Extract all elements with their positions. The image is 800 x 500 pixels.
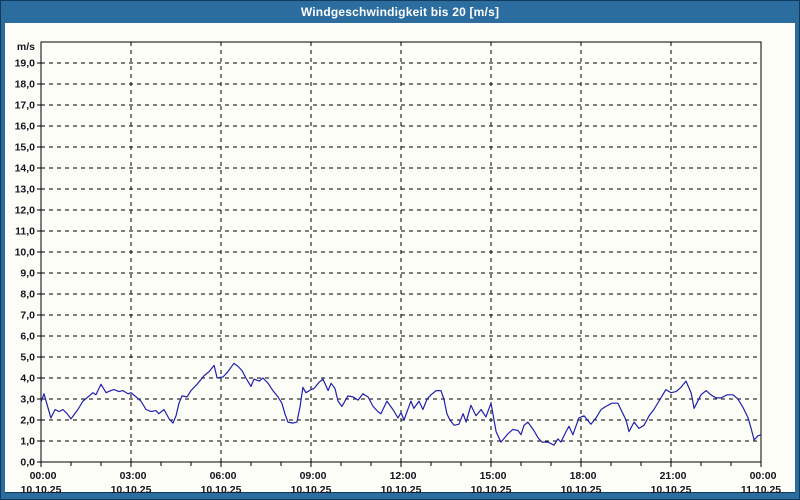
x-axis-date-label: 10.10.25 — [381, 484, 422, 496]
x-axis-date-label: 10.10.25 — [471, 484, 512, 496]
y-axis-tick-label: 15,0 — [15, 142, 36, 154]
x-axis-date-label: 10.10.25 — [651, 484, 692, 496]
x-axis-time-label: 00:00 — [30, 470, 57, 482]
x-axis-time-label: 03:00 — [120, 470, 147, 482]
chart-title: Windgeschwindigkeit bis 20 [m/s] — [300, 5, 500, 19]
y-axis-unit-label: m/s — [17, 41, 35, 53]
x-axis-date-label: 10.10.25 — [291, 484, 332, 496]
x-axis-time-label: 18:00 — [570, 470, 597, 482]
y-axis-tick-label: 13,0 — [15, 184, 36, 196]
y-axis-tick-label: 11,0 — [15, 226, 35, 238]
x-axis-time-label: 09:00 — [300, 470, 327, 482]
y-axis-tick-label: 9,0 — [20, 268, 35, 280]
y-axis-tick-label: 12,0 — [15, 205, 36, 217]
y-axis-tick-label: 5,0 — [20, 352, 35, 364]
y-axis-tick-label: 2,0 — [20, 415, 35, 427]
y-axis-tick-label: 1,0 — [20, 436, 35, 448]
title-bar: Windgeschwindigkeit bis 20 [m/s] — [1, 1, 799, 23]
x-axis-date-label: 10.10.25 — [111, 484, 152, 496]
x-axis-time-label: 21:00 — [660, 470, 687, 482]
y-axis-tick-label: 19,0 — [15, 58, 36, 70]
y-axis-tick-label: 10,0 — [15, 247, 36, 259]
y-axis-tick-label: 16,0 — [15, 121, 36, 133]
y-axis-tick-label: 17,0 — [15, 100, 36, 112]
x-axis-time-label: 06:00 — [210, 470, 237, 482]
x-axis-date-label: 10.10.25 — [21, 484, 62, 496]
y-axis-tick-label: 6,0 — [20, 331, 35, 343]
y-axis-tick-label: 4,0 — [20, 373, 35, 385]
x-axis-date-label: 10.10.25 — [201, 484, 242, 496]
y-axis-tick-label: 14,0 — [15, 163, 36, 175]
x-axis-time-label: 12:00 — [390, 470, 417, 482]
x-axis-date-label: 11.10.25 — [741, 484, 781, 496]
y-axis-tick-label: 7,0 — [20, 310, 35, 322]
y-axis-tick-label: 0,0 — [20, 457, 35, 469]
y-axis-tick-label: 8,0 — [20, 289, 35, 301]
y-axis-tick-label: 3,0 — [20, 394, 35, 406]
y-axis-tick-label: 18,0 — [15, 79, 36, 91]
x-axis-time-label: 00:00 — [750, 470, 777, 482]
x-axis-date-label: 10.10.25 — [561, 484, 602, 496]
wind-speed-line — [40, 362, 762, 446]
x-axis-time-label: 15:00 — [480, 470, 507, 482]
